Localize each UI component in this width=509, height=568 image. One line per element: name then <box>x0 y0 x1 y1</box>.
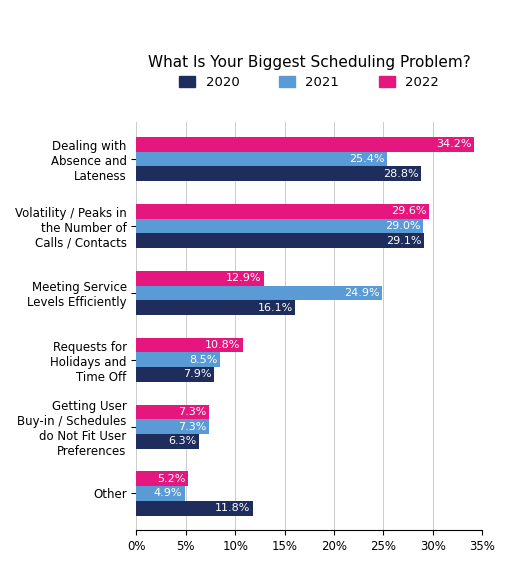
Bar <box>136 137 473 152</box>
Text: 7.9%: 7.9% <box>183 369 212 379</box>
Bar <box>136 501 252 516</box>
Text: 12.9%: 12.9% <box>225 273 261 283</box>
Bar <box>136 271 263 286</box>
Title: What Is Your Biggest Scheduling Problem?: What Is Your Biggest Scheduling Problem? <box>148 55 470 70</box>
Text: 28.8%: 28.8% <box>382 169 417 179</box>
Text: 24.9%: 24.9% <box>344 288 379 298</box>
Text: 29.1%: 29.1% <box>385 236 420 246</box>
Bar <box>136 166 420 181</box>
Text: 16.1%: 16.1% <box>257 303 292 312</box>
Bar <box>136 286 382 300</box>
Bar <box>136 219 422 233</box>
Bar <box>136 367 214 382</box>
Text: 6.3%: 6.3% <box>167 436 196 446</box>
Text: 5.2%: 5.2% <box>157 474 185 484</box>
Bar <box>136 404 208 419</box>
Text: 25.4%: 25.4% <box>349 154 384 164</box>
Legend: 2020, 2021, 2022: 2020, 2021, 2022 <box>179 76 438 89</box>
Bar <box>136 300 295 315</box>
Bar <box>136 204 428 219</box>
Text: 7.3%: 7.3% <box>177 421 206 432</box>
Bar <box>136 434 199 449</box>
Text: 10.8%: 10.8% <box>205 340 240 350</box>
Bar <box>136 471 187 486</box>
Text: 11.8%: 11.8% <box>215 503 250 513</box>
Bar <box>136 152 386 166</box>
Bar <box>136 233 423 248</box>
Text: 7.3%: 7.3% <box>177 407 206 417</box>
Text: 4.9%: 4.9% <box>154 488 182 499</box>
Bar <box>136 337 243 352</box>
Text: 8.5%: 8.5% <box>189 355 217 365</box>
Text: 29.0%: 29.0% <box>384 221 419 231</box>
Bar <box>136 486 184 501</box>
Bar <box>136 419 208 434</box>
Text: 29.6%: 29.6% <box>390 206 426 216</box>
Text: 34.2%: 34.2% <box>435 139 471 149</box>
Bar <box>136 352 220 367</box>
